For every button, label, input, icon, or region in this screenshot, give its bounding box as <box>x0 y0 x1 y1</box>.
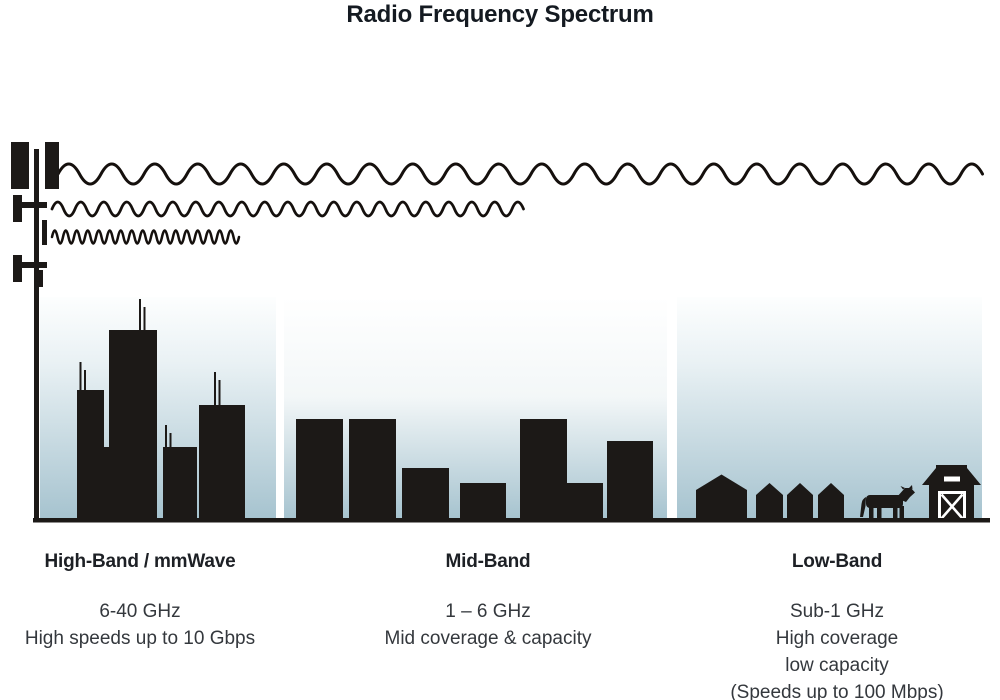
rural-scene <box>696 465 981 520</box>
medium-wave-icon <box>50 200 525 218</box>
band-name: Mid-Band <box>445 551 531 572</box>
mid-band-sky-panel <box>284 297 667 519</box>
band-details: 6-40 GHz High speeds up to 10 Gbps <box>10 598 270 652</box>
band-name: High-Band / mmWave <box>44 551 236 572</box>
band-detail-line: Sub-1 GHz <box>790 601 884 622</box>
ground-line <box>33 518 990 523</box>
band-detail-line: High coverage <box>775 628 899 649</box>
mid-band-label: Mid-Band 1 – 6 GHz Mid coverage & capaci… <box>358 551 618 652</box>
house-icon <box>787 483 813 519</box>
cow-icon <box>860 485 915 519</box>
mid-rise-buildings-icon <box>296 419 653 519</box>
short-wave-icon <box>50 229 241 245</box>
band-detail-line: low capacity <box>785 655 889 676</box>
building-antennas <box>79 299 221 447</box>
band-detail-line: (Speeds up to 100 Mbps) <box>730 682 944 700</box>
house-icon <box>818 483 844 519</box>
band-details: Sub-1 GHz High coverage low capacity (Sp… <box>697 598 977 700</box>
band-detail-line: Mid coverage & capacity <box>384 628 592 649</box>
house-icon <box>756 483 783 519</box>
city-skyline-icon <box>77 299 245 519</box>
cell-tower-icon <box>11 142 59 519</box>
house-icon <box>696 474 747 519</box>
band-detail-line: 1 – 6 GHz <box>445 601 531 622</box>
band-detail-line: 6-40 GHz <box>99 601 181 622</box>
page-title: Radio Frequency Spectrum <box>346 1 654 28</box>
band-name: Low-Band <box>791 551 883 572</box>
high-band-label: High-Band / mmWave 6-40 GHz High speeds … <box>10 551 270 652</box>
band-detail-line: High speeds up to 10 Gbps <box>24 628 256 649</box>
barn-icon <box>922 465 981 520</box>
radio-waves <box>50 162 984 245</box>
long-wave-icon <box>56 162 984 186</box>
band-details: 1 – 6 GHz Mid coverage & capacity <box>358 598 618 652</box>
low-band-label: Low-Band Sub-1 GHz High coverage low cap… <box>697 551 977 700</box>
